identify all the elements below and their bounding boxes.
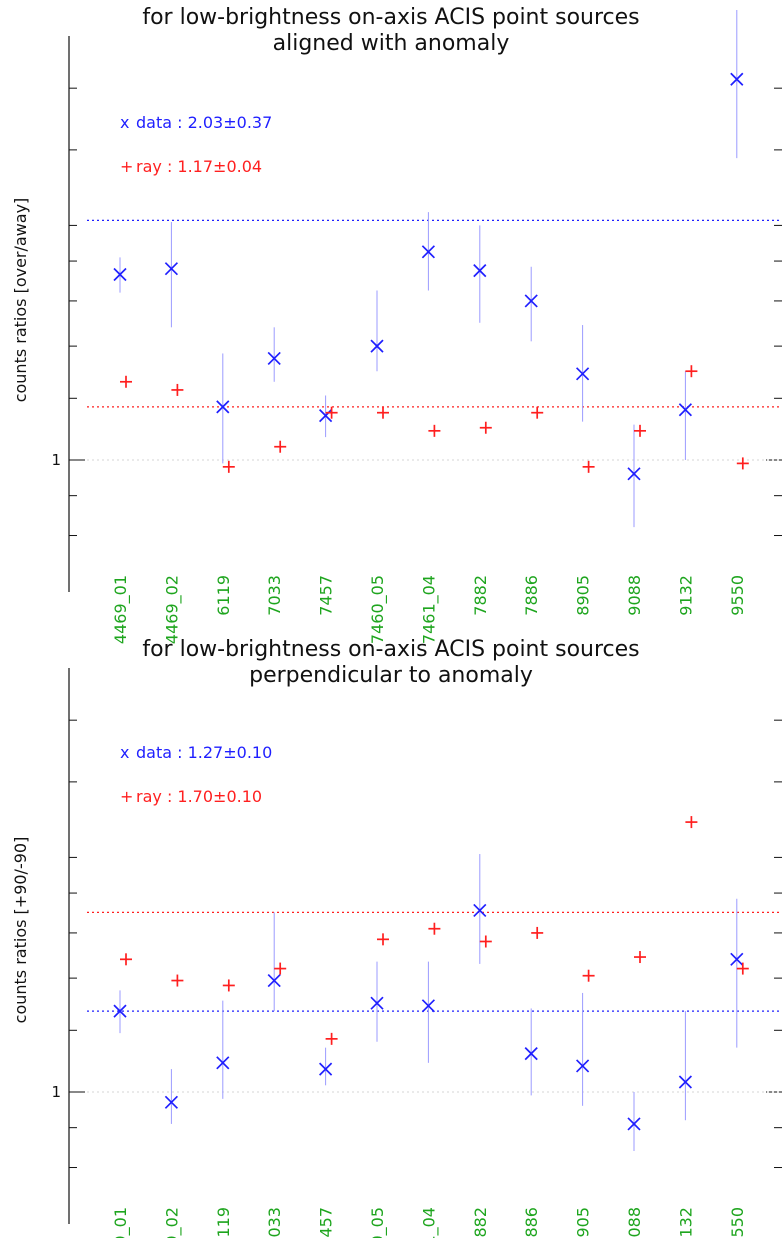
category-label: 7882 [471,1207,490,1238]
data-point [113,267,127,282]
data-point [318,1062,333,1076]
data-point [678,403,693,417]
legend-symbol: + [120,157,133,176]
ray-point [120,375,132,388]
ray-point [222,979,235,992]
data-point [627,467,641,481]
ray-point [634,951,646,964]
category-label: 6119 [214,1207,233,1238]
chart-subtitle: perpendicular to anomaly [249,663,533,688]
chart-title: for low-brightness on-axis ACIS point so… [142,637,639,662]
ray-point [531,406,544,419]
category-label: 4469_02 [162,575,182,644]
chart-panel-1: for low-brightness on-axis ACIS point so… [11,5,782,644]
data-point [575,1059,590,1073]
y-tick-label: 1 [51,1083,61,1101]
chart-panel-2: for low-brightness on-axis ACIS point so… [11,637,782,1238]
data-point [421,999,436,1013]
category-label: 8905 [574,1207,593,1238]
ray-point [222,460,235,473]
category-label: 7457 [317,1207,336,1238]
data-point [730,952,744,966]
data-point [113,1004,127,1018]
ray-point [685,816,698,829]
category-label: 9550 [728,575,747,616]
chart-title: for low-brightness on-axis ACIS point so… [142,5,639,30]
category-label: 7460_05 [368,575,388,644]
category-label: 7033 [265,1207,284,1238]
data-point [473,263,487,278]
category-label: 4469_01 [111,1207,131,1238]
ray-point [634,424,646,437]
data-point [473,903,487,918]
category-label: 9132 [676,575,695,616]
data-point [575,367,590,381]
ray-point [120,953,132,966]
category-label: 7460_05 [368,1207,388,1238]
ray-point [479,421,492,434]
data-point [524,294,538,308]
ray-point [274,440,287,453]
ray-point [428,424,441,437]
ray-point [531,926,544,939]
category-label: 7033 [265,575,284,616]
data-point [421,245,436,259]
legend-text: ray : 1.17±0.04 [136,157,262,176]
category-label: 9132 [676,1207,695,1238]
category-label: 7457 [317,575,336,616]
category-label: 7461_04 [419,575,439,644]
legend-symbol: x [120,113,129,132]
ray-point [274,962,287,975]
ray-point [171,974,184,987]
data-point [524,1047,538,1061]
ray-point [582,460,595,473]
category-label: 8905 [574,575,593,616]
category-label: 9088 [625,1207,644,1238]
y-axis-label: counts ratios [over/away] [11,198,30,403]
ray-point [377,406,389,419]
data-point [627,1117,641,1131]
legend-text: data : 1.27±0.10 [136,743,272,762]
category-label: 7882 [471,575,490,616]
ray-point [377,933,389,946]
y-axis-label: counts ratios [+90/-90] [11,837,30,1024]
chart-subtitle: aligned with anomaly [273,31,510,56]
category-label: 4469_01 [111,575,131,644]
data-point [216,400,230,414]
ray-point [479,935,492,948]
ray-point [171,383,184,396]
data-point [730,72,744,86]
data-point [678,1075,693,1089]
ray-point [736,457,749,470]
legend-text: ray : 1.70±0.10 [136,787,262,806]
data-point [267,351,281,366]
y-tick-label: 1 [51,451,61,469]
data-point [164,1095,179,1109]
category-label: 7886 [522,1207,541,1238]
ray-point [582,969,595,982]
legend-symbol: x [120,743,129,762]
category-label: 9550 [728,1207,747,1238]
legend-symbol: + [120,787,133,806]
data-point [216,1056,230,1070]
category-label: 4469_02 [162,1207,182,1238]
category-label: 7886 [522,575,541,616]
legend-text: data : 2.03±0.37 [136,113,272,132]
category-label: 9088 [625,575,644,616]
ray-point [685,365,698,378]
data-point [370,339,384,353]
ray-point [736,962,749,975]
ray-point [325,1032,338,1045]
data-point [318,409,333,423]
category-label: 7461_04 [419,1207,439,1238]
ray-point [428,922,441,935]
data-point [164,262,179,276]
data-point [370,996,384,1010]
ray-point [325,406,338,419]
data-point [267,973,281,988]
category-label: 6119 [214,575,233,616]
